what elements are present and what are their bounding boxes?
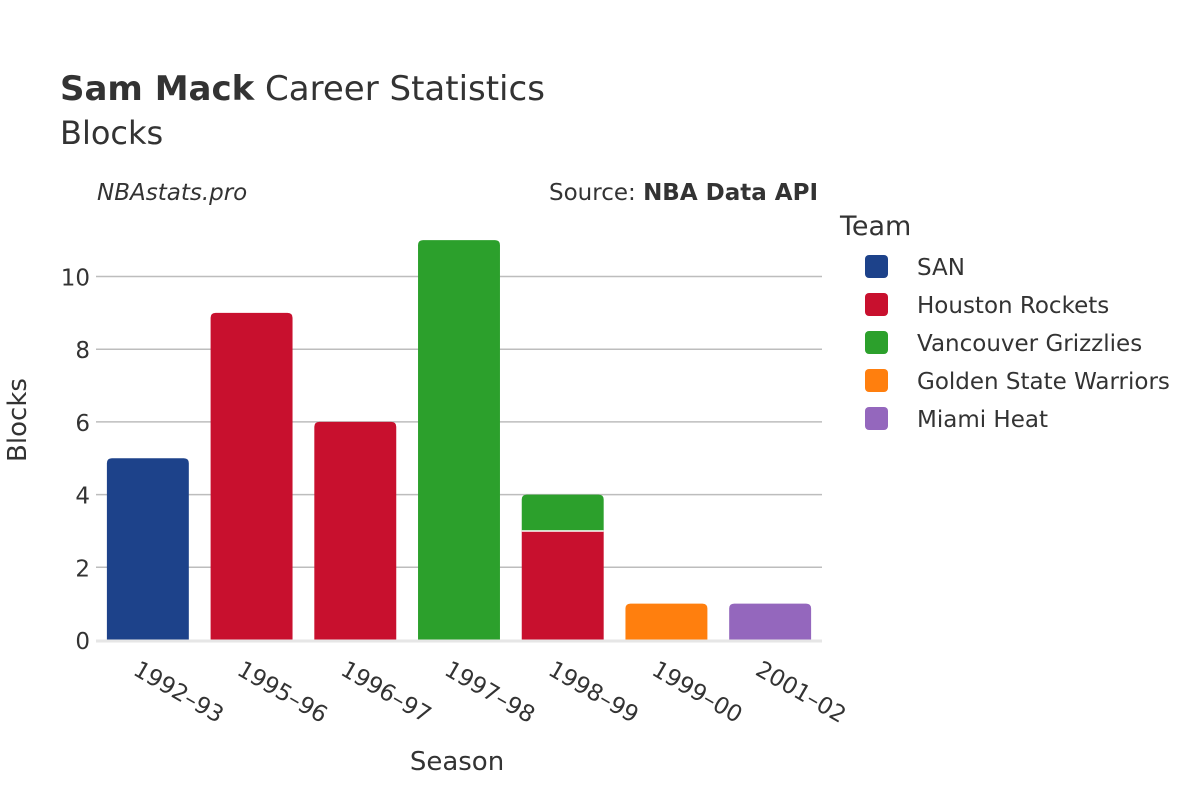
y-tick-label: 0 — [75, 629, 90, 655]
bar-segment — [625, 603, 708, 640]
legend-item[interactable]: SAN — [865, 255, 965, 281]
legend-swatch — [865, 331, 888, 354]
x-tick-label: 2001–02 — [751, 657, 850, 729]
legend-item[interactable]: Vancouver Grizzlies — [865, 331, 1142, 357]
chart-title-player: Sam Mack — [60, 69, 256, 109]
legend: Team SAN Houston Rockets Vancouver Grizzli… — [839, 211, 1170, 433]
chart-subtitle: Blocks — [60, 114, 163, 152]
legend-label: Miami Heat — [917, 407, 1048, 433]
y-tick-label: 8 — [75, 338, 90, 364]
legend-item[interactable]: Miami Heat — [865, 407, 1048, 433]
legend-label: Vancouver Grizzlies — [917, 331, 1142, 357]
bar-segment — [210, 312, 293, 640]
x-tick-label: 1996–97 — [336, 657, 435, 729]
legend-swatch — [865, 369, 888, 392]
legend-swatch — [865, 293, 888, 316]
x-tick-label: 1998–99 — [544, 657, 643, 729]
y-tick-label: 6 — [75, 411, 90, 437]
chart-title: Sam Mack Career Statistics — [60, 69, 545, 109]
bar-segment — [729, 603, 812, 640]
x-tick-label: 1997–98 — [440, 657, 539, 729]
x-tick-label: 1999–00 — [647, 657, 746, 729]
legend-item[interactable]: Houston Rockets — [865, 293, 1109, 319]
legend-label: Houston Rockets — [917, 293, 1109, 319]
x-axis-title: Season — [410, 747, 504, 777]
chart-title-rest: Career Statistics — [254, 69, 545, 109]
bar-segment — [106, 458, 189, 640]
legend-swatch — [865, 407, 888, 430]
source-credit: Source: NBA Data API — [549, 180, 818, 206]
bar-segment — [521, 530, 604, 640]
legend-item[interactable]: Golden State Warriors — [865, 369, 1170, 395]
legend-swatch — [865, 255, 888, 278]
bar-segment — [521, 494, 604, 531]
y-tick-label: 2 — [75, 556, 90, 582]
x-tick-label: 1995–96 — [233, 657, 332, 729]
watermark: NBAstats.pro — [97, 180, 247, 206]
source-name: NBA Data API — [643, 180, 818, 206]
source-prefix: Source: — [549, 180, 643, 206]
bars — [106, 240, 812, 640]
x-tick-label: 1992–93 — [129, 657, 228, 729]
bar-segment — [418, 240, 500, 640]
legend-label: SAN — [917, 255, 965, 281]
y-tick-label: 4 — [75, 484, 90, 510]
legend-label: Golden State Warriors — [917, 369, 1170, 395]
legend-title: Team — [839, 211, 911, 242]
y-tick-label: 10 — [61, 266, 90, 292]
bar-segment — [314, 421, 397, 640]
y-axis-title: Blocks — [3, 378, 33, 462]
